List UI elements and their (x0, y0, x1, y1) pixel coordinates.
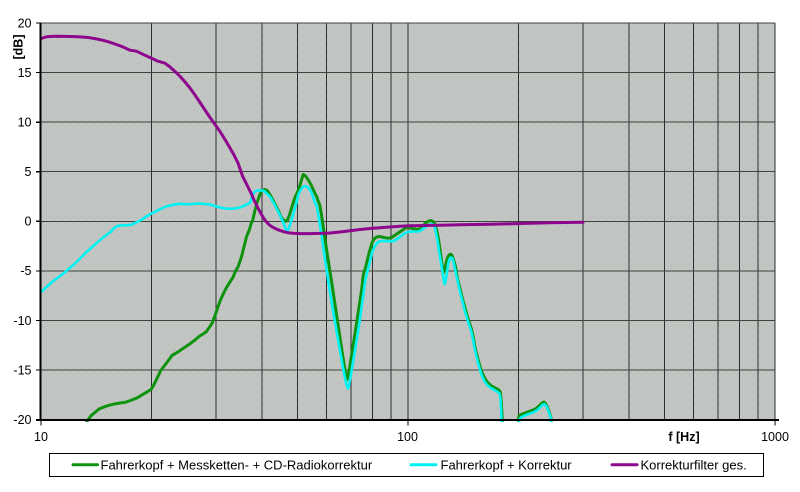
svg-text:20: 20 (18, 16, 32, 30)
svg-text:Korrekturfilter ges.: Korrekturfilter ges. (641, 458, 747, 473)
svg-text:Fahrerkopf + Korrektur: Fahrerkopf + Korrektur (441, 458, 573, 473)
svg-text:-15: -15 (13, 363, 31, 377)
svg-text:5: 5 (25, 165, 32, 179)
svg-text:15: 15 (18, 66, 32, 80)
svg-text:-5: -5 (20, 264, 31, 278)
svg-text:100: 100 (397, 430, 418, 444)
svg-text:10: 10 (18, 116, 32, 130)
svg-text:[dB]: [dB] (12, 35, 26, 60)
svg-text:f [Hz]: f [Hz] (668, 430, 699, 444)
svg-text:0: 0 (25, 215, 32, 229)
svg-text:Fahrerkopf + Messketten- + CD-: Fahrerkopf + Messketten- + CD-Radiokorre… (101, 458, 373, 473)
svg-text:1000: 1000 (761, 430, 789, 444)
svg-text:-20: -20 (13, 413, 31, 427)
svg-text:10: 10 (34, 430, 48, 444)
svg-text:-10: -10 (13, 314, 31, 328)
